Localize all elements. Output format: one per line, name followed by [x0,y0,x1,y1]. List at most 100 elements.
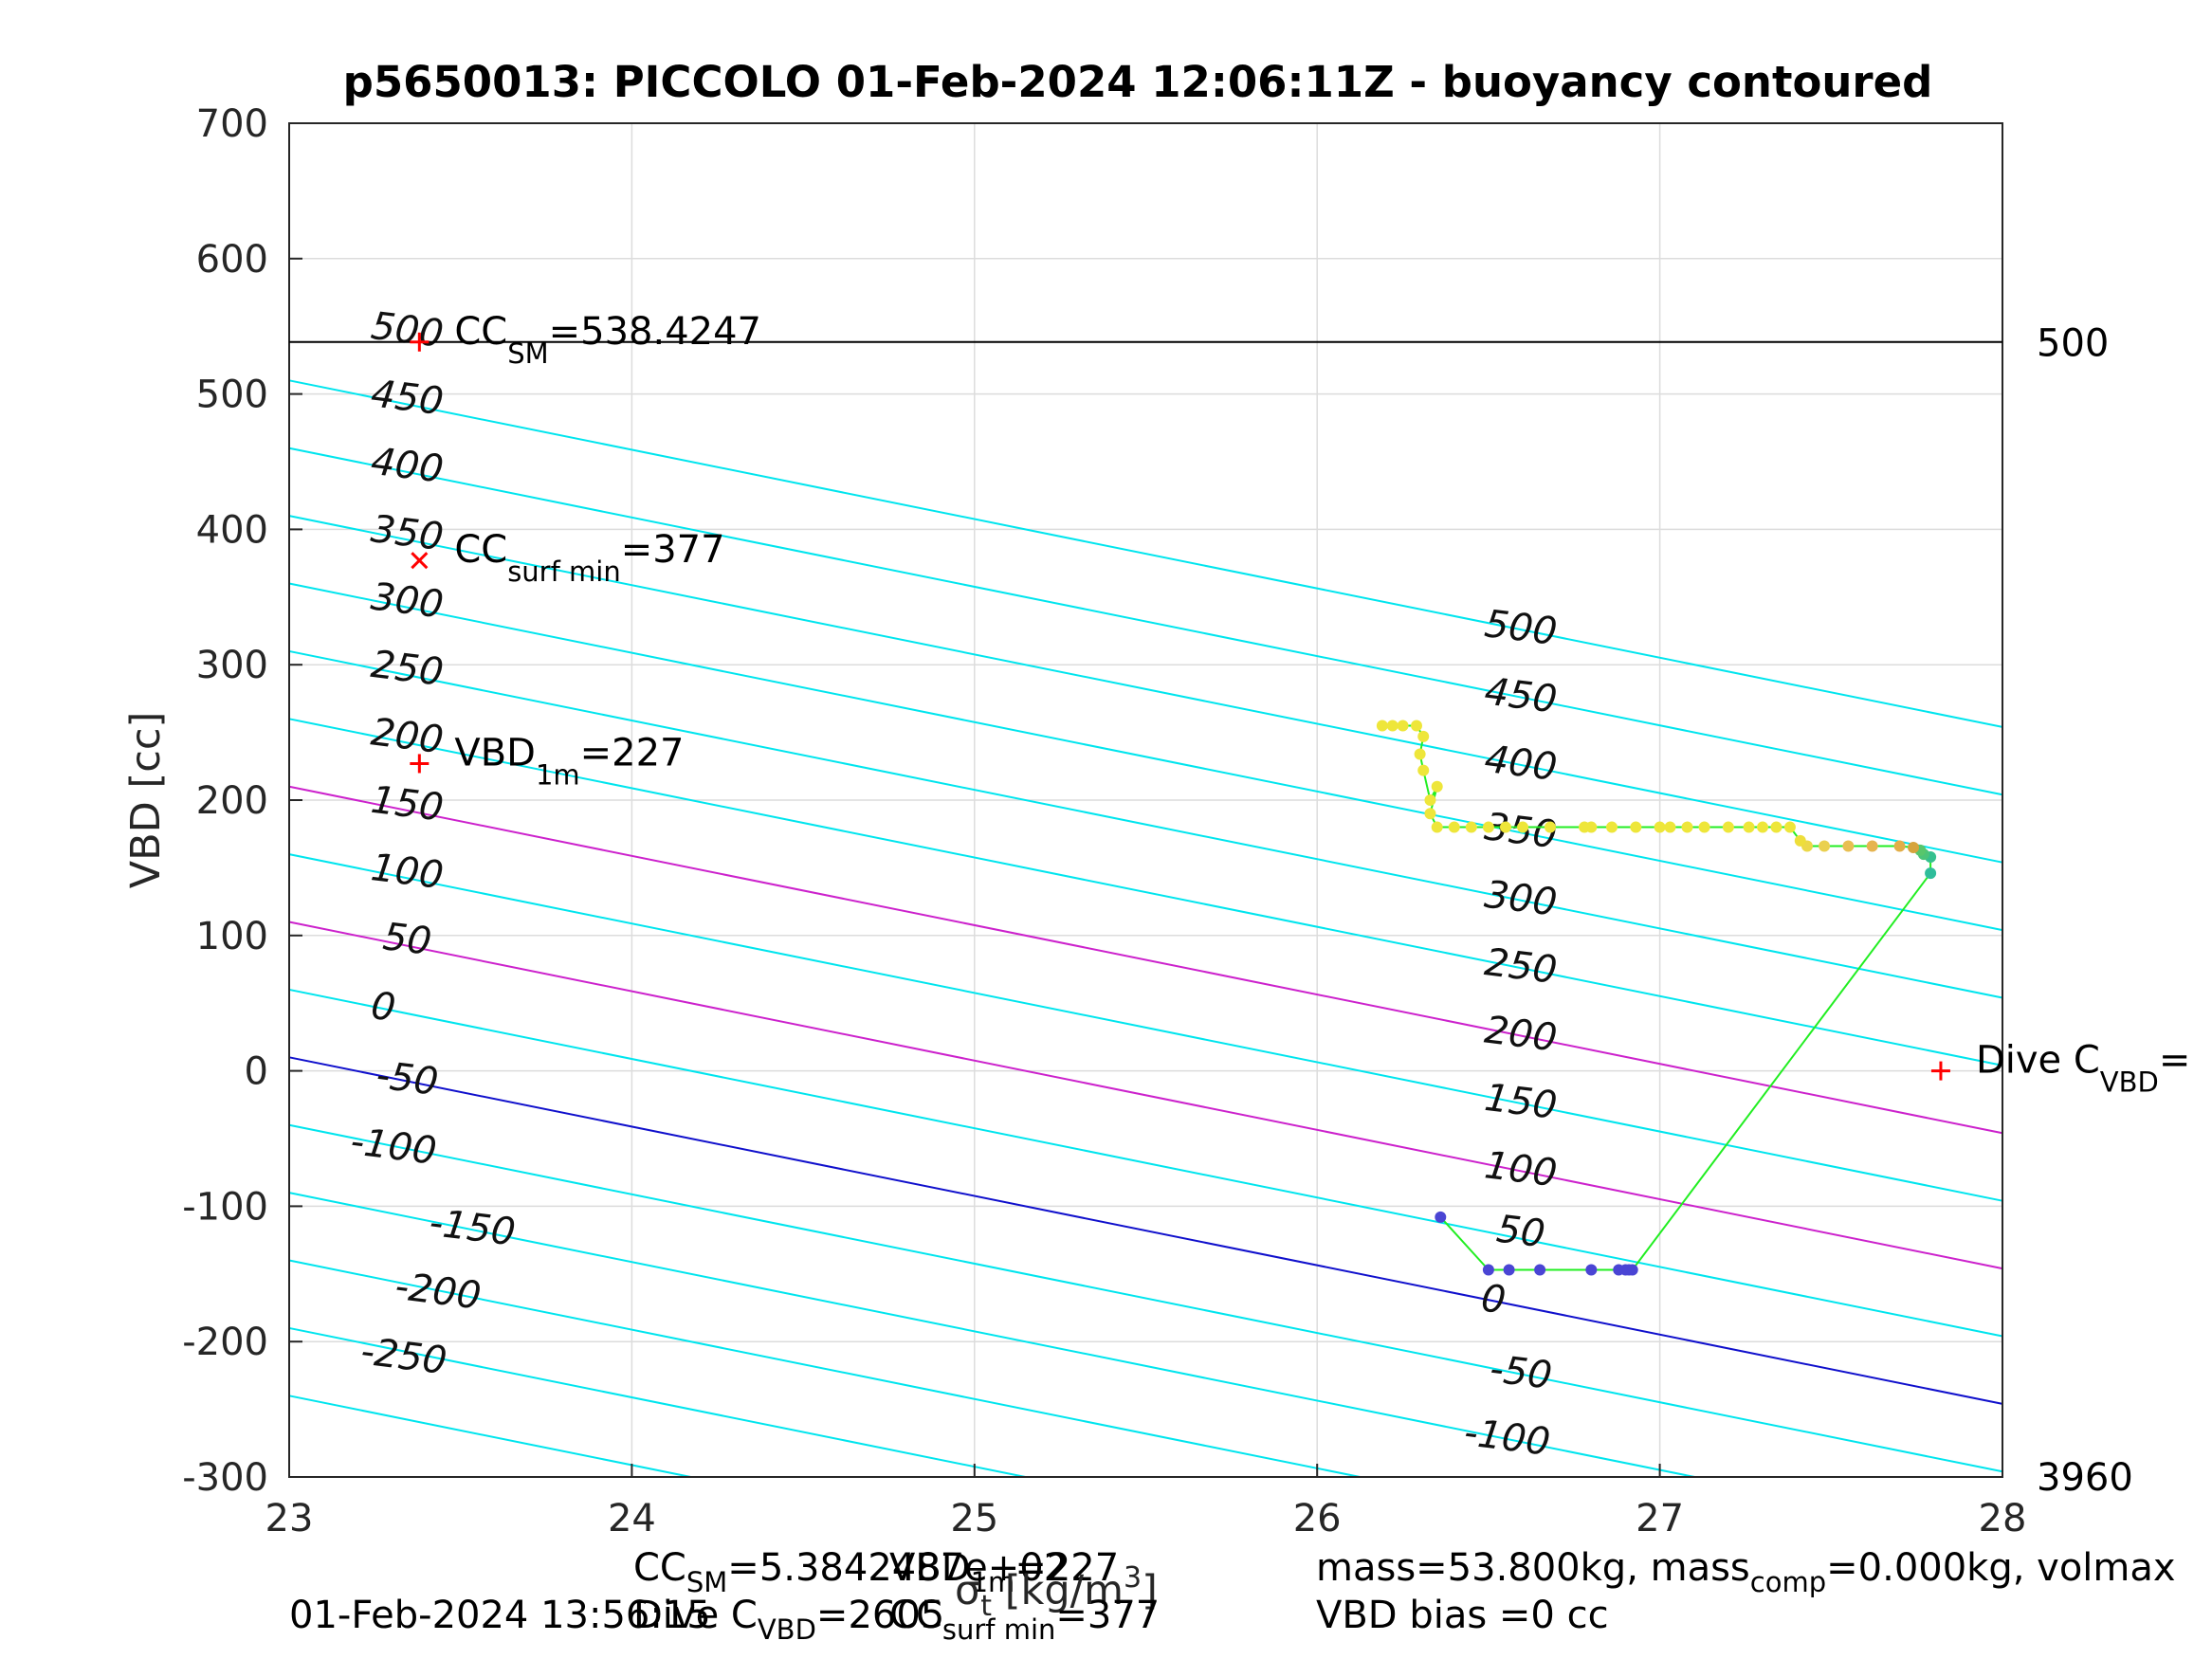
contour-line [288,1056,2003,1405]
footer-dive-cvbd: Dive CVBD=2605 [633,1594,944,1646]
footer-mass: mass=53.800kg, masscomp=0.000kg, volmax [1316,1546,2176,1598]
contour-label-left: -250 [358,1329,449,1383]
contour-label-right: 100 [1482,1143,1559,1195]
data-point [1893,840,1906,852]
contour-line [288,1395,691,1478]
marker-label: VBD1m=227 [454,731,684,791]
footer-date: 01-Feb-2024 13:56:15 [289,1594,711,1637]
x-tick-label: 24 [608,1497,656,1540]
y-axis-label: VBD [cc] [122,712,170,889]
contour-line [288,921,2003,1270]
buoyancy-contours: 500450400350300250200150100500-50-100-15… [288,304,2003,1478]
gridlines [288,122,2003,1478]
y-tick-label: 200 [196,779,268,823]
contour-label-left: -100 [348,1120,439,1174]
y-tick-label: 500 [196,374,268,417]
data-point [1544,821,1556,833]
footer-cc-surf-min: CCsurf min=377 [889,1594,1160,1646]
contour-label-left: 150 [369,778,446,830]
contour-label-left: 200 [369,710,446,762]
contour-label-right: 200 [1482,1009,1559,1061]
data-point [1503,1264,1515,1276]
data-point [1866,840,1878,852]
data-point [1698,821,1710,833]
footer-vbd-bias: VBD bias =0 cc [1316,1594,1609,1637]
data-point [1681,821,1693,833]
contour-label-left: 500 [369,304,446,356]
contour-label-left: 350 [369,507,446,559]
data-point [1386,720,1398,732]
footer-info: CCSM=5.3842487e+02 VBD1m=227 mass=53.800… [289,1546,2176,1646]
contour-label-right: 400 [1482,738,1559,790]
contour-label-left: 400 [369,440,446,492]
x-tick-label: 23 [265,1497,314,1540]
contour-line [288,447,2003,796]
chart-title: p5650013: PICCOLO 01-Feb-2024 12:06:11Z … [343,57,1933,107]
contour-label-left: -50 [374,1053,440,1104]
marker-x-b [411,552,429,570]
contour-label-left: 250 [369,643,446,695]
contour-label-left: 450 [369,372,446,424]
contour-line [288,515,2003,864]
x-tick-label: 28 [1979,1497,2027,1540]
data-point [1397,720,1409,732]
data-point [1908,841,1920,853]
data-point [1448,821,1460,833]
data-point [1517,821,1529,833]
contour-line [288,853,2003,1202]
marker-ccsurf-min: CCsurf min=377 [411,528,725,588]
contour-label-right: 250 [1482,940,1559,993]
data-point [1376,720,1388,732]
contour-line [288,1192,1695,1478]
footer-vbd-1m: VBD1m=227 [889,1546,1119,1598]
data-point [1722,821,1734,833]
right-axis-label: 3960 [2037,1456,2133,1500]
contour-line [288,718,2003,1066]
contour-line [288,988,2003,1338]
data-series [1376,720,1937,1276]
marker-label: CCsurf min=377 [454,528,724,588]
y-tick-label: 100 [196,915,268,958]
contour-label-left: 50 [380,915,433,964]
contour-line [288,1123,2003,1473]
y-tick-label: -100 [182,1185,268,1229]
data-point [1414,748,1426,760]
contour-label-right: 0 [1479,1277,1508,1323]
data-point [1783,821,1796,833]
marker-label: CCSM=538.4247 [454,310,761,370]
data-point [1482,821,1494,833]
y-tick-label: -300 [182,1456,268,1500]
marker-ccsm: CCSM=538.4247 [410,310,761,370]
y-tick-label: 700 [196,102,268,146]
data-point [1579,821,1591,833]
right-axis-label: 500 [2037,321,2109,365]
data-point [1465,821,1477,833]
marker-vbd1m: VBD1m=227 [410,731,685,791]
data-point [1585,1264,1598,1276]
data-point [1819,840,1831,852]
contour-line [288,1326,1026,1478]
data-point [1626,1264,1638,1276]
contour-line [288,1259,1361,1478]
data-point [1664,821,1676,833]
contour-line [288,785,2003,1135]
footer-cc-sm: CCSM=5.3842487e+02 [633,1546,1068,1598]
marker-dive-cvbd: Dive CVBD= [1930,1039,2190,1099]
x-tick-label: 26 [1293,1497,1342,1540]
y-tick-label: 400 [196,508,268,552]
data-point [1842,840,1855,852]
data-point [1743,821,1755,833]
data-point [1424,794,1436,806]
data-point [1534,1264,1546,1276]
y-tick-label: -200 [182,1321,268,1364]
data-point [1482,1264,1494,1276]
data-point [1606,821,1618,833]
contour-label-left: -150 [427,1201,518,1255]
contour-label-left: 0 [369,984,398,1030]
contour-line [288,582,2003,932]
y-tick-label: 300 [196,644,268,687]
contour-label-right: 150 [1482,1076,1559,1128]
data-point [1411,720,1423,732]
